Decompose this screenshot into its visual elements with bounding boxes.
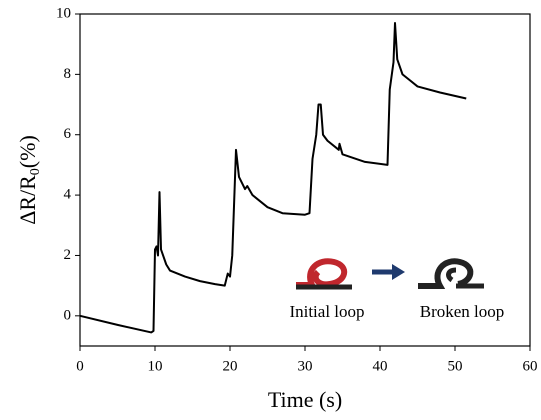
y-tick-label: 10: [56, 5, 71, 21]
arrow-icon: [372, 264, 405, 280]
x-axis-label: Time (s): [268, 387, 342, 412]
x-tick-label: 20: [223, 358, 238, 374]
y-tick-label: 4: [64, 187, 72, 203]
y-tick-label: 0: [64, 307, 72, 323]
y-label-part: (%): [15, 135, 40, 168]
x-tick-label: 60: [523, 358, 538, 374]
y-label-part: ΔR/R: [15, 175, 40, 225]
y-tick-label: 6: [64, 126, 72, 142]
plot-frame: [79, 13, 531, 347]
x-tick-label: 40: [373, 358, 388, 374]
y-tick-label: 8: [64, 66, 72, 82]
x-tick-label: 50: [448, 358, 463, 374]
y-axis-label: ΔR/R0(%): [15, 135, 43, 225]
x-tick-label: 0: [76, 358, 84, 374]
broken-loop-icon: [418, 258, 484, 289]
x-tick-label: 30: [298, 358, 313, 374]
initial-loop-icon: [296, 258, 352, 290]
annotation: Broken loop: [420, 302, 505, 321]
data-line: [79, 22, 467, 334]
y-tick-label: 2: [64, 247, 72, 263]
y-label-subscript: 0: [28, 168, 43, 175]
annotation: Initial loop: [289, 302, 364, 321]
x-tick-label: 10: [148, 358, 163, 374]
